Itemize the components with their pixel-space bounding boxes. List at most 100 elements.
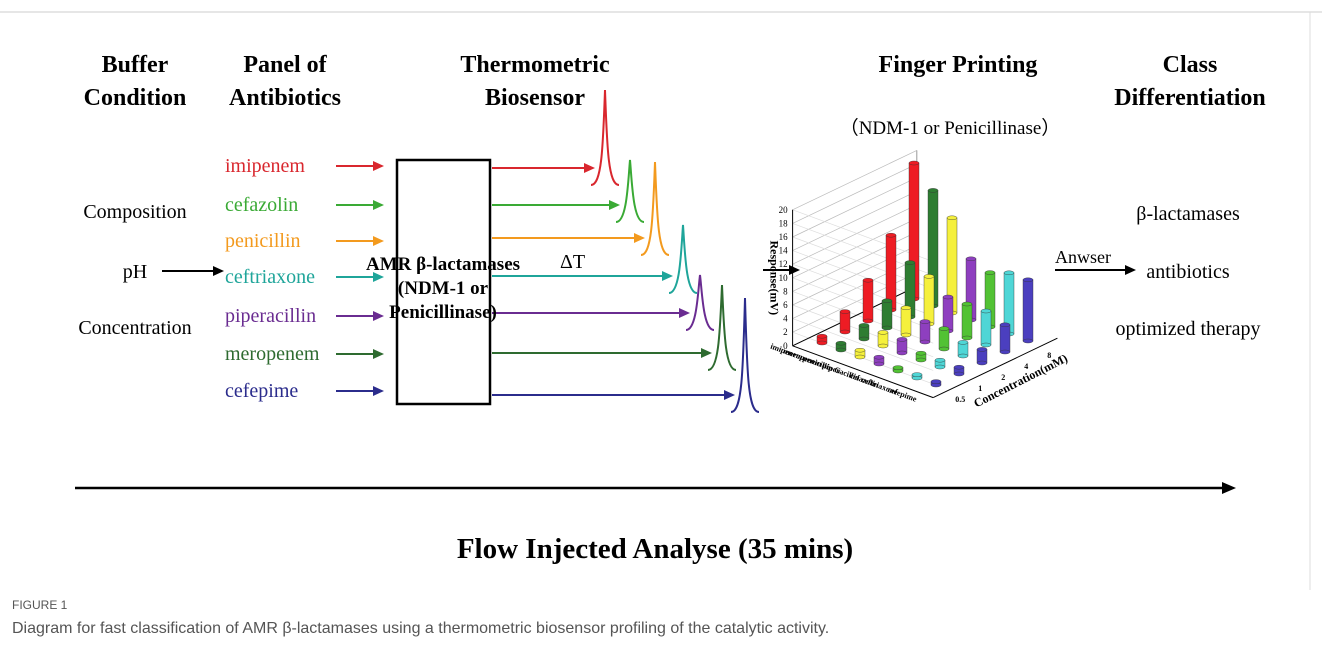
bar-cap: [854, 348, 866, 353]
y-tick-label: 0: [783, 341, 788, 351]
bar-base: [854, 354, 866, 360]
box-label: Penicillinase): [389, 302, 497, 323]
bar: [999, 324, 1011, 353]
bar-base: [915, 357, 927, 363]
bar-cap: [999, 322, 1011, 327]
peak: [668, 224, 698, 294]
arrow-head: [609, 200, 620, 210]
bar-base: [976, 360, 988, 366]
x-tick-label: 0.5: [955, 395, 965, 404]
arrow-head: [373, 200, 384, 210]
bar-base: [816, 340, 828, 346]
column-header: Condition: [84, 85, 187, 111]
column-header: Thermometric: [460, 52, 610, 78]
class-item: β-lactamases: [1136, 203, 1240, 225]
antibiotic: penicillin: [225, 230, 301, 252]
y-tick-label: 2: [783, 327, 788, 337]
class-item: antibiotics: [1146, 261, 1230, 283]
bar-cap: [938, 326, 950, 331]
bar-base: [934, 364, 946, 370]
arrow-head: [584, 163, 595, 173]
y-axis-label: Response(mV): [768, 240, 782, 315]
bar-cap: [892, 365, 904, 370]
bar-cap: [877, 330, 889, 335]
class-item: optimized therapy: [1116, 318, 1261, 340]
bar-base: [957, 353, 969, 359]
biosensor-box: [395, 158, 492, 406]
bar-cap: [953, 365, 965, 370]
bar-cap: [957, 340, 969, 345]
peak: [640, 161, 670, 256]
bar-cap: [984, 270, 996, 275]
bar-cap: [835, 341, 847, 346]
bar-base: [839, 329, 851, 335]
bar-base: [873, 361, 885, 367]
buffer-condition: Concentration: [78, 317, 191, 339]
x-tick-label: 1: [978, 384, 982, 393]
bar: [839, 311, 851, 333]
grid-line: [792, 258, 917, 319]
arrow-head: [213, 266, 224, 276]
bar: [919, 321, 931, 343]
antibiotic: ceftriaxone: [225, 266, 315, 288]
bar: [942, 296, 954, 332]
antibiotic: cefazolin: [225, 194, 298, 216]
grid-line: [792, 218, 917, 279]
bar-cap: [885, 232, 897, 238]
bar-cap: [896, 337, 908, 342]
column-header: Biosensor: [485, 85, 585, 111]
bar: [900, 307, 912, 336]
peak: [730, 297, 760, 413]
bar: [862, 280, 874, 322]
column-header: Finger Printing: [879, 52, 1038, 78]
bar: [881, 300, 893, 329]
arrow-head: [373, 386, 384, 396]
arrow-head: [373, 311, 384, 321]
column-header: Class: [1163, 52, 1218, 78]
answer-label: Anwser: [1055, 247, 1111, 267]
arrow-head: [724, 390, 735, 400]
bar-base: [961, 335, 973, 341]
bar-cap: [1003, 270, 1015, 275]
bar: [1022, 279, 1034, 342]
bar-cap: [946, 215, 958, 221]
grid-line: [792, 272, 917, 333]
x-tick-label: 8: [1047, 351, 1051, 360]
bar-base: [881, 325, 893, 331]
bar-cap: [915, 351, 927, 356]
y-tick-label: 14: [779, 246, 789, 256]
arrow-head: [373, 236, 384, 246]
x-tick-label: 2: [1001, 373, 1005, 382]
peak: [590, 89, 620, 186]
arrow-head: [373, 161, 384, 171]
bar-cap: [934, 358, 946, 363]
bar-cap: [980, 308, 992, 314]
column-header: Antibiotics: [229, 85, 341, 111]
y-tick-label: 20: [779, 205, 789, 215]
grid-line: [792, 231, 917, 292]
bar-base: [835, 347, 847, 353]
bar-cap: [911, 372, 923, 377]
bar-base: [896, 350, 908, 356]
bar: [938, 328, 950, 350]
bar-cap: [908, 160, 920, 166]
bar-base: [858, 336, 870, 342]
x-tick-label: 4: [1024, 362, 1028, 371]
bar-base: [900, 332, 912, 338]
bar-base: [980, 342, 992, 348]
y-tick-label: 12: [779, 259, 788, 269]
floor-edge: [932, 337, 1058, 399]
grid-line: [792, 190, 917, 251]
box-label: (NDM-1 or: [398, 278, 489, 299]
floor-edge: [792, 345, 934, 399]
bar-cap: [839, 309, 851, 314]
column-header: Panel of: [243, 52, 327, 78]
column-header: Differentiation: [1114, 85, 1266, 111]
bar-cap: [923, 274, 935, 279]
grid-line: [792, 245, 917, 306]
arrow-head: [679, 308, 690, 318]
flow-arrow-head: [1222, 482, 1236, 494]
bar-cap: [930, 379, 942, 384]
bar-base: [953, 371, 965, 377]
antibiotic: imipenem: [225, 155, 305, 177]
